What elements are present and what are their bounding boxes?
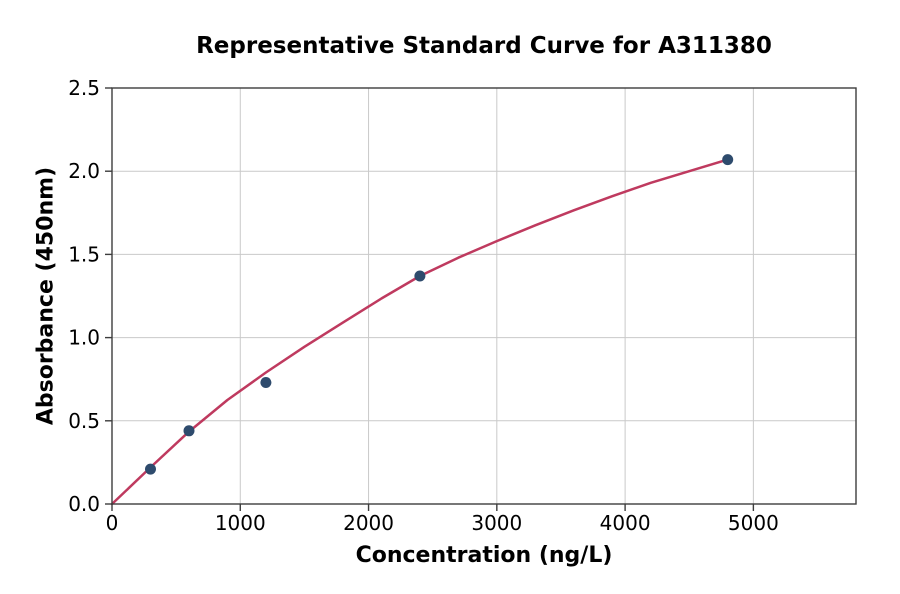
x-tick-label: 1000 xyxy=(215,511,266,535)
y-tick-label: 0.5 xyxy=(68,409,100,433)
y-tick-label: 2.0 xyxy=(68,159,100,183)
data-point xyxy=(414,270,426,282)
chart-title: Representative Standard Curve for A31138… xyxy=(196,33,772,59)
plot-border xyxy=(111,87,857,505)
y-tick-label: 2.5 xyxy=(68,76,100,100)
x-tick-label: 4000 xyxy=(600,511,651,535)
fit-curve-line xyxy=(110,158,729,506)
y-tick-label: 1.0 xyxy=(68,326,100,350)
data-point xyxy=(260,377,272,388)
x-tick-label: 5000 xyxy=(728,511,779,535)
data-point xyxy=(145,463,156,475)
data-point xyxy=(183,425,195,437)
data-point xyxy=(722,154,734,166)
y-axis-label: Absorbance (450nm) xyxy=(33,166,59,426)
x-axis-label: Concentration (ng/L) xyxy=(355,543,613,568)
x-tick-label: 3000 xyxy=(471,511,522,535)
x-tick-label: 0 xyxy=(106,511,119,535)
y-tick-label: 0.0 xyxy=(68,492,100,516)
x-tick-label: 2000 xyxy=(343,511,394,535)
y-tick-label: 1.5 xyxy=(68,242,100,266)
